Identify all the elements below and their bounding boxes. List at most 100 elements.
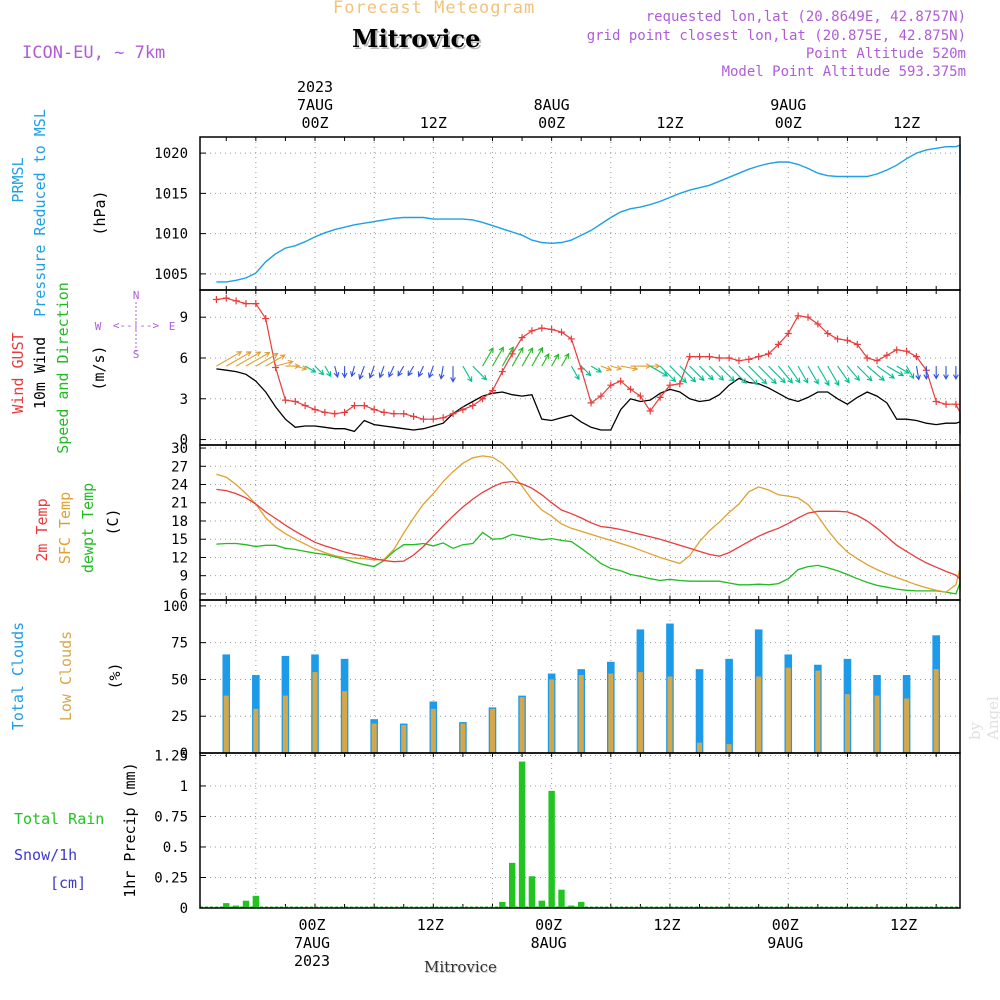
wind-gust-marker [765, 350, 773, 358]
wind-direction-arrow [407, 365, 415, 377]
temp-2m-line [216, 480, 961, 588]
wind-gust-marker [439, 414, 447, 422]
rain-bar [242, 900, 250, 908]
wind-direction-arrow [600, 365, 613, 372]
wind-gust-marker [311, 406, 319, 414]
xaxis-top-label: 00Z [538, 114, 565, 132]
wind-direction-arrow [570, 365, 580, 381]
wind-direction-arrow [817, 365, 830, 387]
wind-direction-arrow [689, 365, 705, 382]
wind-gust-marker [903, 347, 911, 355]
precip-ytick-label: 0 [180, 901, 188, 917]
low-cloud-bar [253, 708, 259, 753]
temperature-panel [200, 445, 960, 600]
wind-direction-arrow [501, 346, 514, 367]
wind-gust-marker [952, 400, 960, 408]
wind-side-label: Speed and Direction [54, 282, 72, 454]
precip-panel [200, 753, 960, 909]
wind-direction-arrow [866, 365, 885, 382]
wind-direction-arrow [787, 365, 801, 384]
precip-ytick-label: 1.25 [154, 748, 188, 764]
wind-gust-marker [400, 410, 408, 418]
pressure-side-label: Pressure Reduced to MSL [31, 109, 49, 317]
precip-side-label-unit: [cm] [50, 874, 86, 892]
pressure-ytick-label: 1020 [154, 146, 188, 162]
precip-ylabel: 1hr Precip (mm) [121, 762, 139, 897]
wind-ylabel: (m/s) [90, 345, 108, 390]
wind-gust-marker [686, 353, 694, 361]
temperature-ytick-label: 15 [171, 532, 188, 548]
wind-direction-arrow [906, 365, 915, 380]
low-cloud-bar [904, 698, 910, 753]
compass-north: N [133, 289, 140, 302]
wind-direction-arrow [915, 366, 921, 381]
wind-direction-arrow [699, 365, 714, 381]
wind-direction-arrow [896, 365, 910, 374]
low-cloud-bar [756, 676, 762, 753]
wind-gust-marker [449, 410, 457, 418]
xaxis-bottom-label: 8AUG [531, 934, 567, 952]
wind-gust-marker [291, 397, 299, 405]
low-cloud-bar [223, 695, 229, 753]
wind-direction-arrow [943, 366, 949, 381]
wind-gust-marker [281, 396, 289, 404]
rain-bar [509, 862, 516, 908]
total-cloud-bar [725, 658, 733, 753]
xaxis-top-label: 9AUG [770, 96, 806, 114]
wind-gust-marker [498, 368, 506, 376]
wind-direction-arrow [827, 365, 840, 387]
wind-direction-arrow [876, 365, 896, 379]
clouds-ytick-label: 50 [171, 672, 188, 688]
low-cloud-bar [460, 723, 466, 753]
wind-direction-arrow [397, 365, 405, 377]
low-cloud-bar [489, 708, 495, 753]
wind-gust-marker [528, 327, 536, 335]
wind-direction-arrow [521, 347, 534, 367]
wind-direction-arrow [923, 366, 930, 381]
temperature-ytick-label: 9 [180, 569, 188, 585]
wind-direction-arrow [492, 346, 504, 367]
wind-direction-arrow [427, 365, 434, 379]
wind-direction-arrow [438, 366, 445, 380]
xaxis-top-label: 12Z [893, 114, 920, 132]
wind-direction-arrow [472, 365, 488, 381]
wind-direction-arrow [758, 365, 777, 385]
wind-ytick-label: 3 [180, 392, 188, 408]
wind-gust-marker [469, 402, 477, 410]
wind-gust-marker [518, 334, 526, 342]
low-cloud-bar [815, 670, 821, 753]
precip-frame [199, 752, 961, 909]
wind-gust-marker [262, 315, 270, 323]
rain-bar [558, 889, 565, 908]
wind-gust-marker [715, 354, 723, 362]
wind-gust-marker [360, 402, 368, 410]
xaxis-bottom-label: 00Z [772, 916, 799, 934]
wind-direction-arrow [748, 365, 768, 385]
wind-gust-marker [784, 330, 792, 338]
wind-gust-marker [301, 402, 309, 410]
wind-direction-arrow [324, 365, 332, 378]
wind-direction-arrow [216, 351, 243, 367]
temperature-ytick-label: 21 [171, 496, 188, 512]
wind-direction-arrow [531, 346, 544, 367]
wind-gust-marker [488, 387, 496, 395]
header-grid-point: grid point closest lon,lat (20.875E, 42.… [586, 28, 966, 44]
wind-direction-arrow [245, 351, 271, 367]
rain-bar [223, 903, 230, 908]
wind-gust-marker [331, 410, 339, 418]
temperature-ytick-label: 18 [171, 514, 188, 530]
rain-bar [578, 901, 585, 908]
wind-ytick-label: 6 [180, 351, 188, 367]
wind-gust-marker [232, 297, 240, 305]
wind-gust-marker [350, 402, 358, 410]
wind-gust-marker [912, 353, 920, 361]
wind-direction-arrow [304, 365, 317, 373]
wind-gust-marker [893, 346, 901, 354]
low-cloud-bar [578, 675, 584, 753]
temperature-ylabel: (C) [104, 508, 122, 535]
precip-ytick-label: 0.5 [163, 840, 188, 856]
total-cloud-bar [695, 669, 704, 753]
wind-direction-arrow [333, 365, 340, 379]
wind-direction-arrow [235, 351, 262, 367]
